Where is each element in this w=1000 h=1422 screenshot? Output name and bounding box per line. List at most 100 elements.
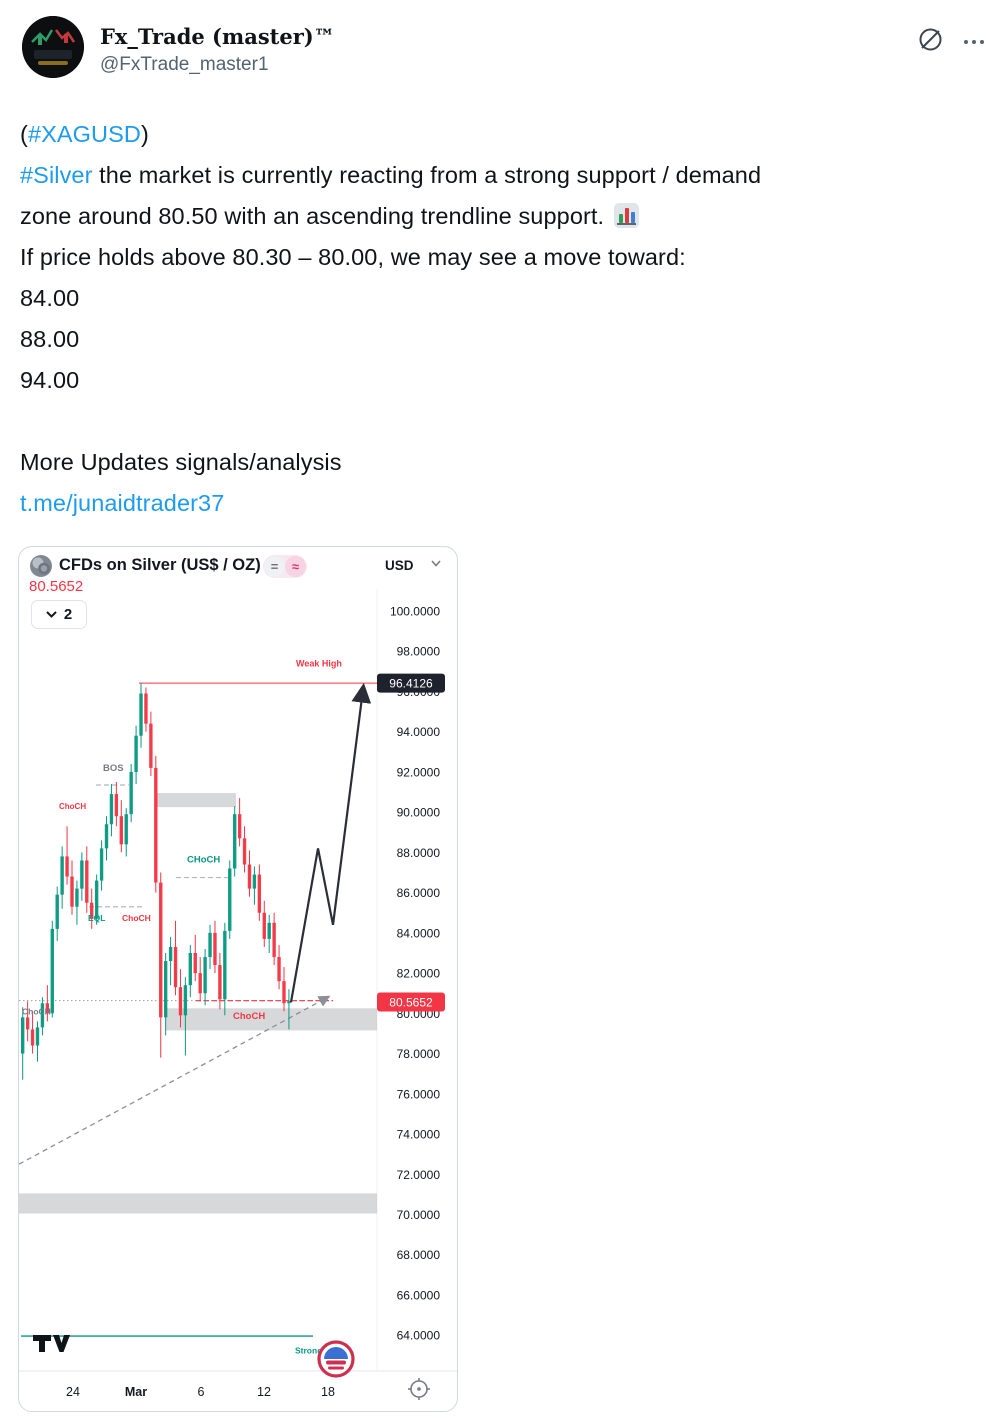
- chart-label: BOS: [103, 763, 124, 774]
- tweet-line: t.me/junaidtrader37: [20, 483, 985, 524]
- candle-body: [163, 961, 168, 1018]
- y-axis-tick: 98.0000: [397, 645, 441, 659]
- tweet-line: 84.00: [20, 278, 985, 319]
- tweet-line: [20, 401, 985, 442]
- y-axis-tick: 72.0000: [397, 1168, 441, 1182]
- price-badge-text: 96.4126: [389, 677, 433, 691]
- x-axis-tick: 12: [257, 1385, 271, 1399]
- chevron-down-icon[interactable]: [431, 560, 441, 567]
- tweet-line: More Updates signals/analysis: [20, 442, 985, 483]
- x-axis-tick: 24: [66, 1385, 80, 1399]
- candle-body: [104, 824, 109, 849]
- tweet-line: 88.00: [20, 319, 985, 360]
- candle-body: [45, 1003, 50, 1014]
- candle-body: [129, 771, 133, 815]
- y-axis-tick: 90.0000: [397, 806, 441, 820]
- candle-body: [85, 860, 89, 903]
- tradingview-logo: [33, 1335, 70, 1352]
- candle-body: [94, 880, 99, 919]
- grok-icon[interactable]: [917, 26, 944, 53]
- candle-body: [50, 928, 54, 1014]
- candle-body: [25, 1017, 30, 1030]
- candle-body: [65, 856, 69, 877]
- y-axis-tick: 100.0000: [390, 605, 440, 619]
- candle-body: [247, 864, 252, 889]
- x-axis-tick: 6: [198, 1385, 205, 1399]
- interval-button[interactable]: 2: [31, 600, 87, 629]
- tweet-text-segment: (: [20, 121, 28, 147]
- tweet-text-segment: If price holds above 80.30 – 80.00, we m…: [20, 244, 686, 270]
- broker-emblem: [317, 1340, 355, 1378]
- candle-body: [40, 1003, 45, 1028]
- tweet-link[interactable]: #XAGUSD: [27, 121, 141, 147]
- user-handle[interactable]: @FxTrade_master1: [100, 54, 269, 75]
- candle-body: [90, 902, 94, 919]
- x-axis-tick: Mar: [125, 1385, 147, 1399]
- candle-body: [242, 838, 247, 865]
- candle-body: [183, 985, 188, 1016]
- more-button[interactable]: [964, 36, 984, 44]
- chart-card[interactable]: CFDs on Silver (US$ / OZ) = ≈ USD 80.565…: [18, 546, 458, 1412]
- candle-body: [287, 1001, 291, 1004]
- silver-coin-icon: [30, 555, 52, 577]
- y-axis-tick: 92.0000: [397, 765, 441, 779]
- candle-body: [178, 987, 183, 1016]
- tweet-line: #Silver the market is currently reacting…: [20, 155, 985, 196]
- candle-body: [154, 767, 158, 883]
- candle-body: [109, 794, 114, 825]
- candle-body: [208, 932, 212, 958]
- candle-body: [237, 814, 242, 839]
- candle-body: [30, 1029, 35, 1046]
- tweet-line: zone around 80.50 with an ascending tren…: [20, 196, 985, 237]
- y-axis-tick: 76.0000: [397, 1087, 441, 1101]
- interval-value: 2: [63, 606, 73, 623]
- candle-body: [134, 735, 138, 772]
- currency-selector[interactable]: USD: [385, 558, 414, 573]
- chart-label: ChoCH: [59, 802, 86, 811]
- candle-body: [188, 952, 193, 986]
- lower-zone: [19, 1193, 377, 1214]
- current-price-readout: 80.5652: [29, 578, 84, 595]
- candle-body: [114, 794, 119, 817]
- tweet-text-segment: 88.00: [20, 326, 80, 352]
- candle-body: [228, 868, 232, 931]
- exact-price-toggle[interactable]: =: [264, 556, 285, 577]
- candle-body: [252, 874, 257, 889]
- tweet-body: (#XAGUSD) #Silver the market is currently…: [20, 114, 985, 524]
- chart-label: ChoCH: [122, 913, 151, 923]
- y-axis-tick: 74.0000: [397, 1128, 441, 1142]
- chart-label: Weak High: [296, 658, 342, 668]
- chart-label: ChoCH: [22, 1006, 51, 1016]
- avatar[interactable]: [22, 16, 84, 78]
- tweet-link[interactable]: #Silver: [20, 162, 93, 188]
- candle-body: [173, 946, 178, 988]
- candle-body: [60, 856, 64, 895]
- y-axis-tick: 86.0000: [397, 886, 441, 900]
- candle-body: [272, 922, 276, 958]
- candle-body: [203, 957, 207, 994]
- candle-body: [99, 848, 104, 881]
- approx-price-toggle[interactable]: ≈: [285, 556, 306, 577]
- candle-body: [262, 912, 266, 939]
- y-axis-tick: 64.0000: [397, 1329, 441, 1343]
- tweet-line: (#XAGUSD): [20, 114, 985, 155]
- candle-body: [144, 693, 148, 724]
- tweet-link[interactable]: t.me/junaidtrader37: [20, 490, 225, 516]
- chart-label: EQL: [88, 913, 105, 923]
- y-axis-tick: 82.0000: [397, 967, 441, 981]
- candle-body: [21, 1017, 25, 1054]
- demand-zone: [166, 1008, 377, 1031]
- candle-body: [282, 981, 286, 1004]
- crosshair-icon[interactable]: [408, 1378, 430, 1400]
- y-axis-tick: 68.0000: [397, 1248, 441, 1262]
- chart-title: CFDs on Silver (US$ / OZ): [59, 556, 261, 574]
- candlestick-chart[interactable]: Weak High BOS ChoCH CHoCH EQL ChoCH ChoCH ChoCH…: [19, 547, 457, 1411]
- display-name[interactable]: Fx_Trade (master)™: [100, 24, 335, 49]
- candle-body: [35, 1027, 40, 1046]
- candle-body: [70, 876, 74, 907]
- tweet-text-segment: 84.00: [20, 285, 80, 311]
- y-axis-tick: 70.0000: [397, 1208, 441, 1222]
- candle-body: [168, 946, 173, 962]
- price-mode-toggle[interactable]: = ≈: [263, 555, 307, 578]
